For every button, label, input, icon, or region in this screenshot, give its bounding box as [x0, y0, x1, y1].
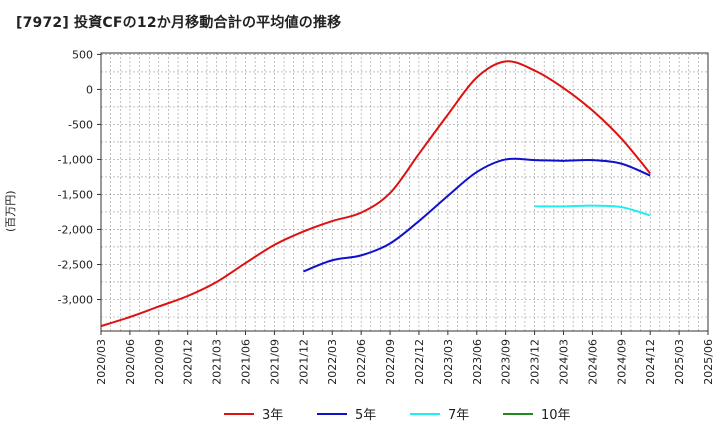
series-lines: [100, 60, 651, 328]
y-axis: 500 0 -500 -1,000 -1,500 -2,000 -2,500 -3,000: [58, 48, 101, 306]
series-line-5年: [302, 157, 651, 273]
x-tick-label: 2025/06: [702, 339, 715, 385]
legend-label: 3年: [262, 408, 283, 423]
x-tick-label: 2020/12: [182, 339, 195, 385]
x-tick-label: 2024/12: [644, 339, 657, 385]
x-tick-label: 2020/06: [124, 339, 137, 385]
x-tick-label: 2022/06: [355, 339, 368, 385]
y-tick-label: -1,000: [58, 153, 93, 166]
legend-label: 5年: [355, 408, 376, 423]
x-tick-label: 2022/03: [326, 339, 339, 385]
legend: 3年 5年 7年 10年: [224, 408, 571, 423]
y-tick-label: -3,000: [58, 293, 93, 306]
y-tick-label: 500: [72, 48, 93, 61]
x-axis: 2020/03 2020/06 2020/09 2020/12 2021/03 2021/…: [95, 331, 715, 385]
x-tick-label: 2024/09: [615, 339, 628, 385]
grid-lines: [101, 53, 708, 331]
y-tick-label: 0: [86, 83, 93, 96]
x-tick-label: 2021/12: [297, 339, 310, 385]
x-tick-label: 2025/03: [673, 339, 686, 385]
x-tick-label: 2022/12: [413, 339, 426, 385]
x-tick-label: 2022/09: [384, 339, 397, 385]
chart-title: [7972] 投資CFの12か月移動合計の平均値の推移: [16, 15, 342, 31]
x-tick-label: 2023/09: [500, 339, 513, 385]
y-tick-label: -1,500: [58, 188, 93, 201]
plot-frame: [100, 52, 709, 332]
x-tick-label: 2023/03: [442, 339, 455, 385]
x-tick-label: 2020/03: [95, 339, 108, 385]
x-tick-label: 2020/09: [153, 339, 166, 385]
x-tick-label: 2023/06: [471, 339, 484, 385]
y-tick-label: -500: [68, 118, 93, 131]
x-tick-label: 2021/03: [211, 339, 224, 385]
x-tick-label: 2021/06: [240, 339, 253, 385]
x-tick-label: 2021/09: [268, 339, 281, 385]
series-line-3年: [100, 60, 651, 328]
x-tick-label: 2024/03: [557, 339, 570, 385]
y-tick-label: -2,500: [58, 258, 93, 271]
x-tick-label: 2024/06: [586, 339, 599, 385]
x-tick-label: 2023/12: [529, 339, 542, 385]
y-tick-label: -2,000: [58, 223, 93, 236]
series-line-7年: [534, 204, 651, 217]
legend-label: 7年: [448, 408, 469, 423]
legend-label: 10年: [541, 408, 571, 423]
